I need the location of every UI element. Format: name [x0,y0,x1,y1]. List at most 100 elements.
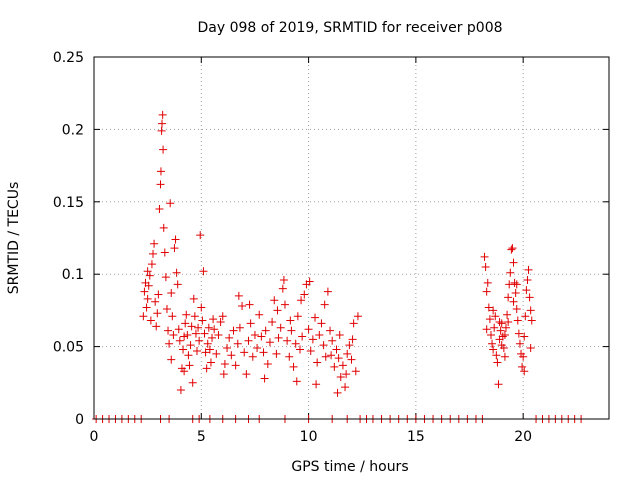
x-tick-label: 0 [90,429,99,445]
data-point [510,278,519,287]
data-point [174,325,183,334]
data-point [347,355,356,364]
data-point [212,349,221,358]
data-point [317,319,326,328]
data-point [320,300,329,309]
data-point [518,362,527,371]
data-point [495,317,504,326]
data-point [140,287,149,296]
data-point [216,317,225,326]
data-point [255,310,264,319]
plot-frame [93,56,610,420]
y-tick-label: 0 [75,412,84,428]
marks-layer [92,110,586,423]
data-point [208,333,217,342]
data-point [512,280,521,289]
data-point [248,352,257,361]
data-point [229,326,238,335]
data-point [296,345,304,354]
data-point [156,167,165,176]
data-point [188,378,197,387]
data-point [525,293,534,302]
data-point [348,335,357,344]
data-point [489,306,498,315]
data-point [504,293,513,302]
data-point [142,303,151,312]
data-point [514,329,523,338]
data-point [500,352,509,361]
data-point [180,367,189,376]
data-point [204,323,213,332]
data-point [234,291,243,300]
data-point [202,364,211,373]
data-point [278,284,287,293]
data-point [326,326,335,335]
data-point [497,319,506,328]
data-point [145,271,154,280]
data-point [263,359,272,368]
data-point [218,312,227,321]
data-point [304,325,313,334]
data-point [489,345,498,354]
data-point [485,315,494,324]
data-point [205,345,214,354]
data-point [173,280,182,289]
data-point [498,332,507,341]
data-point [283,336,292,345]
data-point [165,339,174,348]
data-point [223,344,232,353]
data-point [172,268,181,277]
chart-title: Day 098 of 2019, SRMTID for receiver p00… [197,20,502,36]
data-point [273,306,282,315]
data-point [306,346,315,355]
data-point [198,316,207,325]
data-point [169,331,178,340]
data-point [166,199,175,208]
data-point [181,319,190,328]
data-point [220,359,229,368]
data-point [257,332,266,341]
data-point [180,332,189,341]
data-point [170,244,179,253]
data-point [494,380,503,389]
data-point [521,312,530,321]
data-point [144,281,153,290]
data-point [483,278,492,287]
data-point [512,304,521,313]
data-point [480,252,489,261]
data-point [491,312,500,321]
data-point [159,145,168,154]
data-point [200,329,209,338]
data-point [313,358,322,367]
data-point [150,239,159,248]
data-point [503,310,512,319]
data-point [155,205,164,214]
data-point [152,322,161,331]
data-point [488,339,497,348]
data-point [507,245,516,254]
data-point [330,362,339,371]
data-point [520,367,529,376]
data-point [279,275,288,284]
data-point [298,332,307,341]
data-point [189,294,198,303]
data-point [482,287,491,296]
data-point [227,351,236,360]
data-point [149,249,158,258]
data-point [176,386,185,395]
data-point [524,265,533,274]
data-point [179,345,188,354]
x-tick-label: 5 [197,429,206,445]
data-point [143,267,152,276]
data-point [244,336,253,345]
data-point [245,300,254,309]
data-point [333,388,342,397]
x-tick-label: 10 [300,429,318,445]
data-point [160,248,169,257]
grid-layer [94,57,609,419]
data-point [486,331,495,340]
data-point [151,297,160,306]
data-point [159,223,168,232]
data-point [297,296,306,305]
